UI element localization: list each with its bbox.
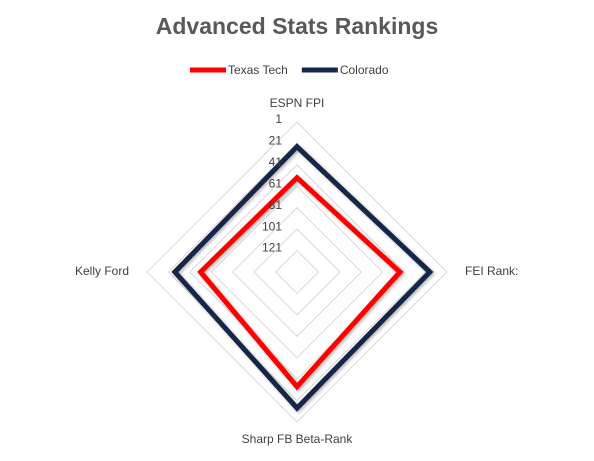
r-tick-label: 121 [262,241,282,255]
r-tick-label: 101 [262,219,282,233]
series-line [197,174,404,391]
grid-ring [210,185,384,359]
r-tick-label: 81 [269,198,283,212]
r-tick-label: 61 [269,176,283,190]
grid-ring [232,207,362,337]
r-tick-label: 21 [269,134,283,148]
grid-ring [274,249,320,295]
grid-ring [167,142,427,402]
axis-label: FEI Rank: [465,264,518,278]
r-tick-label: 1 [275,112,282,126]
legend-label: Texas Tech [228,63,288,77]
chart-title: Advanced Stats Rankings [156,13,438,39]
grid-ring [146,121,448,423]
grid-ring [189,164,405,380]
axis-label: Sharp FB Beta-Rank [242,432,354,446]
axis-label: ESPN FPI [270,96,325,110]
legend-label: Colorado [340,63,389,77]
series-line [171,143,434,412]
grid-ring [253,228,341,316]
axis-label: Kelly Ford [75,264,129,278]
r-tick-label: 41 [269,155,283,169]
